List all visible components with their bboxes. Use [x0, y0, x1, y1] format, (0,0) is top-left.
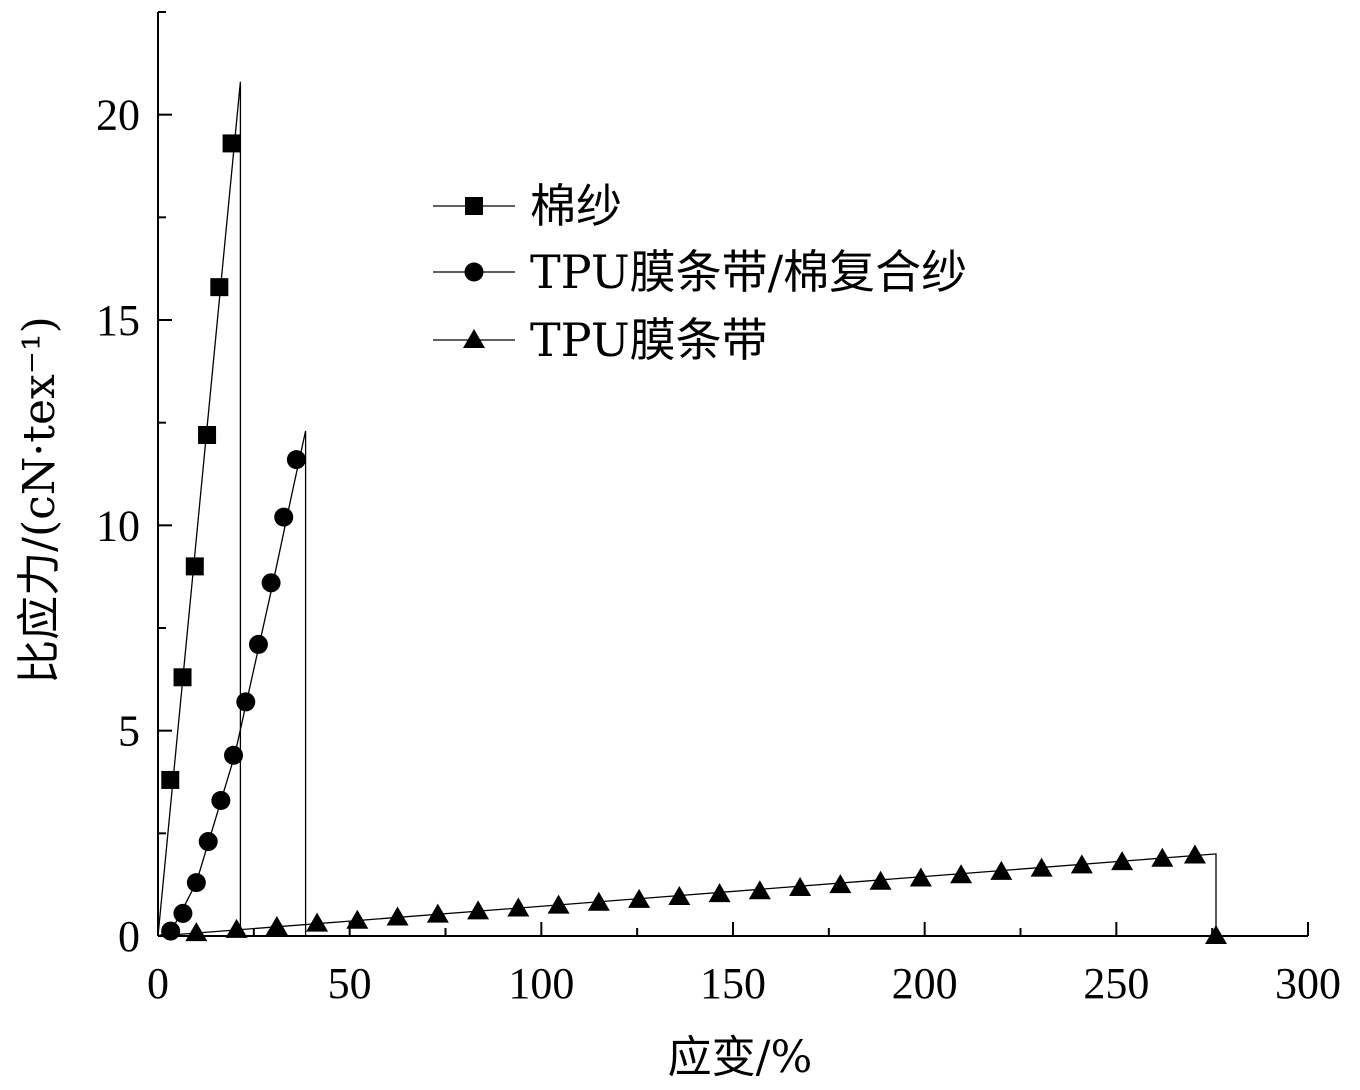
x-tick-label: 200: [892, 959, 958, 1008]
y-tick-label: 15: [96, 296, 140, 345]
legend-marker-triangle: [463, 329, 485, 348]
data-point-triangle: [990, 860, 1013, 880]
legend-marker-circle: [464, 262, 484, 282]
data-point-triangle: [869, 870, 892, 890]
legend: 棉纱 TPU膜条带/棉复合纱 TPU膜条带: [433, 179, 967, 367]
data-point-triangle: [789, 876, 812, 896]
data-point-triangle: [1151, 847, 1174, 867]
legend-label: TPU膜条带/棉复合纱: [530, 245, 967, 299]
data-point-square: [185, 557, 204, 576]
data-point-square: [222, 134, 241, 153]
data-point-triangle: [1111, 851, 1134, 871]
x-tick-label: 250: [1083, 959, 1149, 1008]
x-tick-label: 50: [328, 959, 372, 1008]
data-point-circle: [248, 634, 268, 654]
data-point-triangle: [1030, 857, 1053, 877]
data-point-triangle: [306, 912, 329, 932]
data-point-triangle: [950, 864, 973, 884]
data-point-triangle: [426, 903, 449, 923]
data-point-triangle: [668, 885, 691, 905]
legend-marker-square: [465, 197, 483, 215]
data-point-circle: [211, 790, 231, 810]
y-axis-title: 比应力/(cN·tex⁻¹): [14, 316, 65, 684]
data-point-triangle: [467, 900, 490, 920]
data-point-triangle: [909, 867, 932, 887]
plot-lines: [157, 81, 1217, 937]
data-point-triangle: [346, 909, 369, 929]
data-point-triangle: [587, 891, 610, 911]
data-point-circle: [274, 507, 294, 527]
x-ticks: 0 50 100 150 200 250 300: [147, 922, 1341, 1008]
series-line: [157, 81, 242, 937]
data-point-triangle: [386, 906, 409, 926]
legend-label: TPU膜条带: [530, 313, 768, 367]
data-point-triangle: [708, 883, 731, 903]
data-point-circle: [261, 573, 281, 593]
data-point-triangle: [1205, 925, 1227, 944]
data-point-square: [161, 770, 180, 789]
x-tick-label: 150: [700, 959, 766, 1008]
plot-markers: [161, 134, 1227, 944]
data-point-triangle: [1183, 844, 1206, 864]
data-point-triangle: [185, 922, 208, 942]
y-tick-label: 5: [118, 707, 140, 756]
data-point-triangle: [829, 874, 852, 894]
data-point-triangle: [1070, 854, 1093, 874]
data-point-circle: [173, 903, 193, 923]
x-tick-label: 0: [147, 959, 169, 1008]
y-ticks: 0 5 10 15 20: [96, 11, 172, 961]
data-point-circle: [198, 832, 218, 852]
data-point-circle: [161, 921, 181, 941]
data-point-square: [210, 278, 229, 297]
data-point-circle: [224, 745, 244, 765]
legend-label: 棉纱: [530, 179, 622, 233]
y-tick-label: 20: [96, 91, 140, 140]
x-axis-title: 应变/%: [668, 1032, 813, 1083]
data-point-square: [173, 668, 192, 687]
data-point-square: [198, 425, 217, 444]
data-point-triangle: [628, 888, 651, 908]
data-point-triangle: [225, 918, 248, 938]
data-point-circle: [186, 873, 206, 893]
data-point-triangle: [748, 880, 771, 900]
data-point-circle: [236, 692, 256, 712]
y-tick-label: 10: [96, 501, 140, 550]
y-tick-label: 0: [118, 912, 140, 961]
x-tick-label: 300: [1275, 959, 1341, 1008]
x-tick-label: 100: [508, 959, 574, 1008]
data-point-circle: [286, 450, 306, 470]
series-line: [157, 853, 1217, 937]
data-point-triangle: [547, 894, 570, 914]
data-point-triangle: [265, 915, 288, 935]
data-point-triangle: [507, 897, 530, 917]
